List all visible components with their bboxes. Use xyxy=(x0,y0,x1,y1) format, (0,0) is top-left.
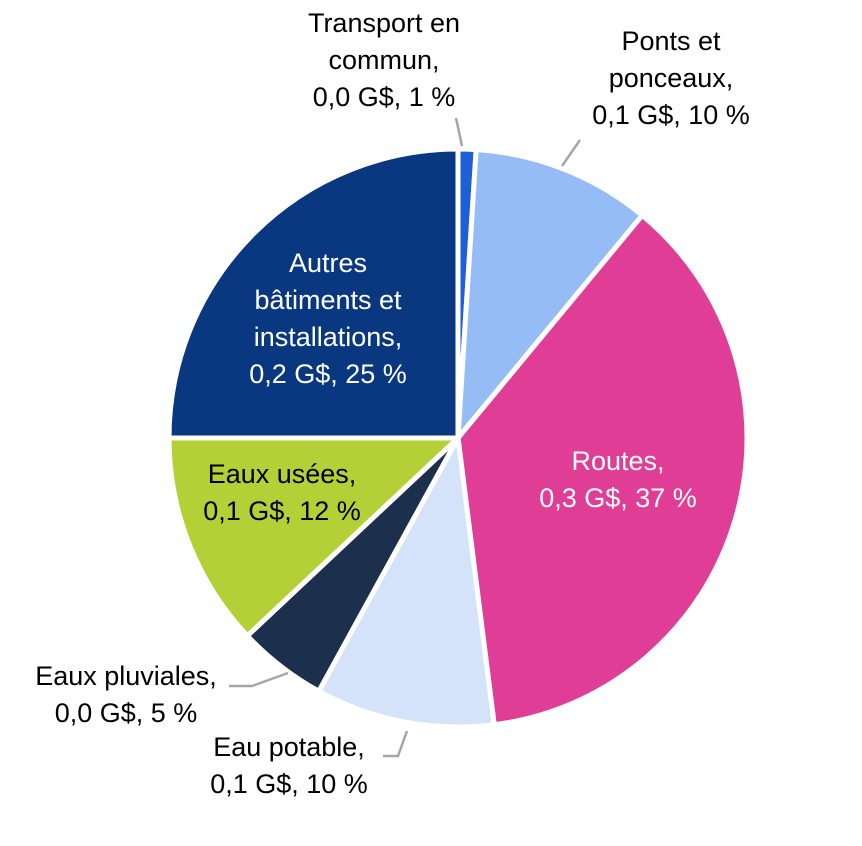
slice-label-line: 0,0 G$, 1 % xyxy=(313,82,456,112)
slice-label-line: commun, xyxy=(328,45,439,75)
slice-label-line: 0,0 G$, 5 % xyxy=(55,698,198,728)
slice-label-line: Eaux pluviales, xyxy=(35,661,217,691)
pie-slice-routes xyxy=(455,212,750,728)
leader-lines-layer xyxy=(229,117,582,758)
slice-label-line: Eau potable, xyxy=(213,732,365,762)
slice-label-line: 0,3 G$, 37 % xyxy=(539,483,697,513)
slice-label-eaux-pluviales: Eaux pluviales, 0,0 G$, 5 % xyxy=(35,661,217,728)
slice-label-eau-potable: Eau potable, 0,1 G$, 10 % xyxy=(210,732,368,799)
leader-line-transport xyxy=(454,117,464,147)
slice-label-ponts: Ponts et ponceaux, 0,1 G$, 10 % xyxy=(592,26,750,130)
slice-label-line: Routes, xyxy=(571,446,664,476)
slice-label-line: 0,2 G$, 25 % xyxy=(249,359,407,389)
pie-slice-autres xyxy=(166,146,461,441)
leader-line-eaux-pluviales xyxy=(229,671,289,688)
leader-line-ponts xyxy=(560,139,582,167)
slice-label-line: 0,1 G$, 10 % xyxy=(210,769,368,799)
slice-label-line: Transport en xyxy=(308,8,460,38)
slice-label-line: ponceaux, xyxy=(609,63,734,93)
slice-label-line: 0,1 G$, 10 % xyxy=(592,100,750,130)
slice-label-eaux-usees: Eaux usées, 0,1 G$, 12 % xyxy=(203,459,361,526)
pie-slice-eaux-usees xyxy=(166,435,461,639)
slice-label-routes: Routes, 0,3 G$, 37 % xyxy=(539,446,697,513)
pie-slice-ponts xyxy=(455,147,645,441)
pie-slice-eau-potable xyxy=(316,435,497,730)
slice-label-autres: Autres bâtiments et installations, 0,2 G$, … xyxy=(249,248,407,389)
slice-label-line: Eaux usées, xyxy=(208,459,357,489)
slice-label-line: Ponts et xyxy=(621,26,721,56)
labels-layer: Transport en commun, 0,0 G$, 1 % Ponts et po… xyxy=(35,8,750,799)
slice-label-line: bâtiments et xyxy=(254,285,402,315)
slice-label-transport: Transport en commun, 0,0 G$, 1 % xyxy=(308,8,460,112)
slice-label-line: installations, xyxy=(254,322,403,352)
slice-label-line: 0,1 G$, 12 % xyxy=(203,496,361,526)
slices-layer xyxy=(166,146,750,730)
slice-label-line: Autres xyxy=(289,248,367,278)
leader-line-eau-potable xyxy=(383,730,409,758)
